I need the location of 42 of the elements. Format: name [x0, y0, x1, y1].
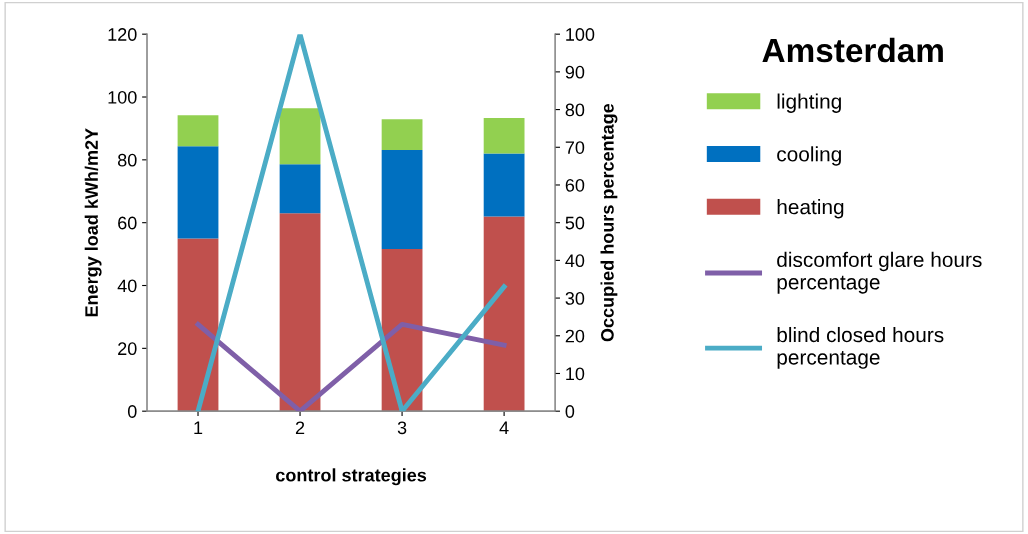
bar — [279, 108, 321, 165]
y-tick-label: 60 — [118, 216, 137, 230]
y2-tick-label: 50 — [565, 216, 585, 230]
y-tick-label: 40 — [117, 279, 137, 293]
bar — [279, 164, 321, 214]
bar — [381, 150, 423, 250]
y2-tick-label: 90 — [565, 65, 585, 79]
x-tick-label: 1 — [194, 421, 203, 434]
y2-tick-label: 60 — [565, 178, 585, 192]
y-tick-label: 0 — [127, 405, 137, 418]
y-tick-label: 20 — [118, 342, 137, 356]
x-tick-label: 3 — [397, 421, 407, 435]
y2-tick-label: 100 — [566, 28, 595, 41]
y2-tick-label: 30 — [565, 292, 585, 305]
legend-label: blind closed hours percentage — [777, 326, 944, 369]
y-tick-label: 120 — [108, 28, 137, 41]
y2-tick-label: 70 — [565, 141, 585, 154]
bar — [381, 119, 423, 151]
y2-axis-title: Occupied hours percentage — [600, 103, 618, 342]
bar — [177, 238, 219, 412]
x-tick-label: 2 — [295, 421, 305, 434]
bar — [177, 146, 219, 239]
y-tick-label: 80 — [117, 153, 137, 167]
y2-tick-label: 20 — [565, 329, 585, 343]
y2-tick-label: 80 — [565, 103, 585, 117]
bar — [279, 213, 321, 412]
y2-tick-label: 10 — [566, 367, 585, 381]
bar — [177, 115, 219, 147]
x-axis-title: control strategies — [276, 468, 427, 486]
bar — [483, 153, 525, 217]
text: Amsterdam — [762, 37, 943, 63]
y2-tick-label: 0 — [565, 405, 575, 418]
bar — [483, 216, 525, 412]
y-tick-label: 100 — [108, 90, 137, 104]
bar — [483, 118, 525, 154]
legend-label: lighting — [777, 93, 841, 113]
legend-label: cooling — [777, 146, 841, 166]
legend-label: discomfort glare hours percentage — [777, 251, 982, 294]
y-axis-title: Energy load kWh/m2Y — [84, 128, 102, 317]
x-tick-label: 4 — [499, 421, 509, 434]
y2-tick-label: 40 — [565, 254, 585, 268]
legend-label: heating — [777, 199, 844, 219]
